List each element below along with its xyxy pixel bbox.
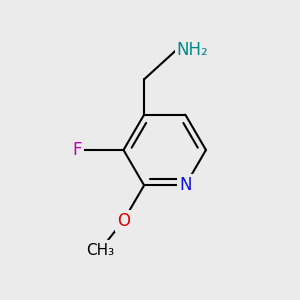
Text: NH₂: NH₂ (176, 41, 208, 59)
Text: O: O (117, 212, 130, 230)
Text: N: N (179, 176, 192, 194)
Text: CH₃: CH₃ (86, 243, 114, 258)
Text: F: F (73, 141, 82, 159)
